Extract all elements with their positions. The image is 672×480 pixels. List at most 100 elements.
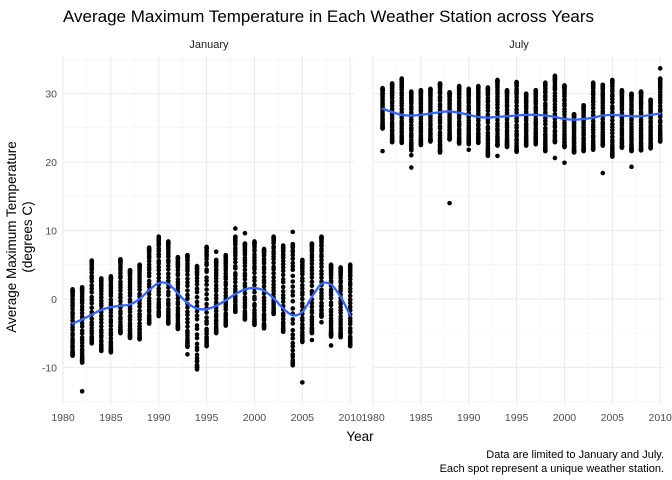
data-point	[319, 252, 324, 258]
data-point	[166, 275, 171, 280]
data-point	[79, 328, 85, 334]
panel-july: July 1980 1985 1990 1995 2000 2005 2010	[361, 39, 672, 424]
data-point	[290, 317, 296, 322]
data-point	[657, 123, 663, 128]
data-point	[495, 143, 500, 148]
data-point	[156, 258, 162, 264]
data-point	[309, 265, 315, 270]
data-point	[600, 143, 606, 148]
data-point	[118, 315, 123, 320]
data-point	[194, 355, 200, 361]
data-point	[261, 326, 267, 331]
data-point	[290, 252, 296, 258]
data-point	[252, 282, 257, 288]
data-point	[127, 297, 133, 302]
data-point	[108, 313, 114, 319]
data-point	[476, 83, 481, 89]
data-point	[89, 290, 95, 295]
data-point	[319, 261, 324, 266]
data-point	[252, 239, 257, 244]
data-point	[194, 367, 200, 372]
data-point	[389, 139, 395, 145]
data-point	[290, 348, 296, 353]
data-point	[552, 73, 558, 79]
data-point	[347, 325, 353, 331]
data-point	[194, 362, 200, 368]
data-point	[590, 118, 596, 124]
data-point	[290, 352, 296, 357]
data-point	[437, 102, 443, 107]
data-point	[98, 324, 104, 329]
data-point	[213, 312, 219, 318]
data-point	[204, 292, 209, 297]
data-point	[543, 101, 548, 107]
data-point	[319, 234, 324, 239]
data-point	[328, 296, 334, 301]
data-point	[280, 277, 286, 282]
smooth-trend-line	[381, 107, 662, 121]
data-point	[280, 284, 286, 290]
data-point	[495, 77, 500, 83]
data-point	[428, 139, 433, 144]
outlier-point	[347, 343, 353, 349]
data-point	[590, 122, 596, 127]
data-point	[252, 301, 257, 307]
data-point	[552, 102, 558, 107]
data-point	[543, 110, 548, 115]
outlier-point	[600, 170, 606, 176]
data-point	[347, 297, 353, 303]
data-point	[194, 282, 200, 287]
data-point	[137, 301, 142, 306]
outlier-point	[408, 165, 414, 170]
data-point	[89, 341, 95, 346]
data-point	[523, 121, 529, 126]
data-point	[271, 264, 276, 270]
outlier-point	[309, 337, 315, 343]
data-point	[204, 296, 209, 302]
data-point	[447, 137, 452, 142]
data-point	[127, 267, 133, 273]
data-point	[562, 106, 567, 112]
data-point	[233, 234, 238, 239]
data-point	[437, 124, 443, 129]
data-point	[280, 243, 286, 248]
data-point	[166, 285, 171, 290]
data-point	[619, 87, 625, 93]
data-point	[98, 327, 104, 333]
data-point	[252, 278, 257, 284]
data-point	[175, 276, 181, 282]
data-point	[319, 257, 324, 263]
data-point	[571, 150, 577, 155]
data-point	[590, 133, 596, 139]
data-point	[223, 271, 229, 276]
data-point	[108, 336, 114, 341]
data-point	[619, 110, 625, 116]
data-point	[552, 139, 558, 145]
x-tick-label: 1980	[51, 412, 75, 424]
data-point	[252, 252, 257, 257]
data-point	[495, 121, 500, 127]
data-point	[204, 287, 209, 292]
y-axis-title-line-2: (degrees C)	[20, 201, 35, 272]
data-point	[242, 308, 248, 314]
data-point	[223, 311, 229, 316]
data-point	[108, 274, 114, 279]
outlier-point	[300, 380, 305, 385]
data-point	[118, 330, 123, 336]
data-point	[280, 311, 286, 317]
outlier-point	[319, 319, 324, 325]
data-point	[533, 87, 539, 93]
data-point	[166, 321, 171, 326]
data-point	[242, 263, 248, 269]
data-point	[185, 328, 190, 334]
data-point	[213, 257, 219, 263]
data-point	[89, 320, 95, 325]
data-point	[233, 283, 238, 289]
data-point	[70, 336, 75, 342]
data-point	[89, 294, 95, 300]
data-point	[213, 283, 219, 288]
data-point	[389, 81, 395, 86]
data-point	[156, 275, 162, 281]
data-point	[338, 283, 343, 289]
data-point	[280, 265, 286, 270]
